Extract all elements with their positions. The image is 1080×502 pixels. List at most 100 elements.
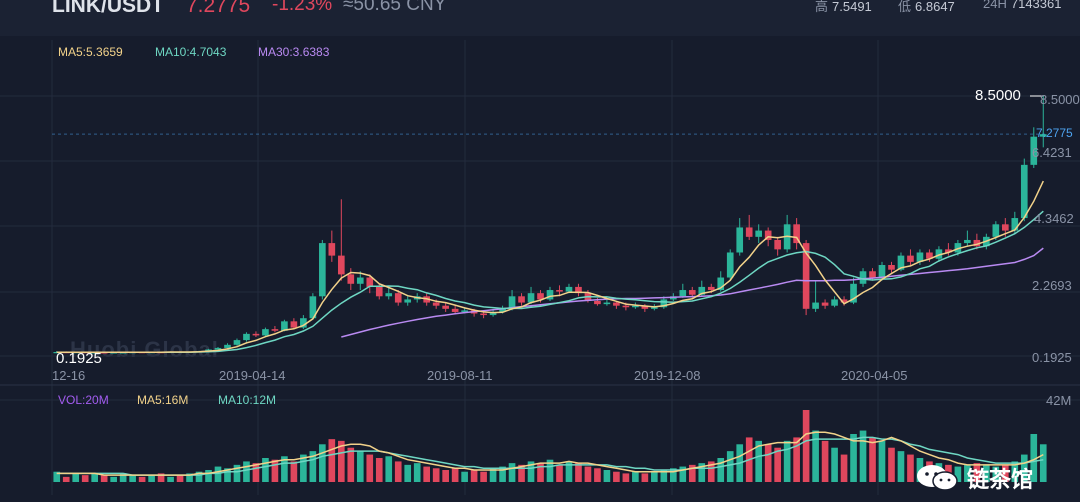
pair-title[interactable]: LINK/USDT xyxy=(52,0,164,17)
volume-bar xyxy=(100,475,108,482)
volume-bar xyxy=(499,466,506,482)
volume-bar xyxy=(992,466,1000,482)
volume-bar xyxy=(290,461,298,482)
volume-bar xyxy=(888,447,895,482)
change-percent: -1.23% xyxy=(272,0,333,15)
volume-bar xyxy=(53,471,61,482)
candle-body xyxy=(594,300,601,305)
candle-body xyxy=(707,286,715,291)
candle-body xyxy=(489,311,497,316)
volume-bar xyxy=(195,471,203,482)
candle-body xyxy=(660,299,668,308)
volume-bar xyxy=(385,456,393,482)
volume-bar xyxy=(831,447,838,482)
volume-bar xyxy=(1039,444,1047,482)
candle-body xyxy=(679,290,687,297)
volume-bar xyxy=(783,440,791,482)
volume-bar xyxy=(157,473,165,482)
candle-body xyxy=(812,302,819,309)
candle-body xyxy=(527,293,535,303)
candle-body xyxy=(281,321,288,331)
candle-body xyxy=(888,265,895,270)
candle-body xyxy=(698,286,706,295)
volume-24h-label: 24H xyxy=(983,0,1007,11)
watermark: Huobi Global xyxy=(70,337,219,362)
volume-bar xyxy=(176,475,184,482)
candle-body xyxy=(935,249,943,259)
volume-bar xyxy=(413,463,421,482)
volume-bar xyxy=(954,466,962,482)
volume-bar xyxy=(869,437,876,482)
volume-bar xyxy=(432,468,440,482)
candle-body xyxy=(755,230,763,237)
candle-body xyxy=(793,224,800,244)
ma5-line xyxy=(56,180,1044,354)
period-low-marker: 0.1925 xyxy=(56,350,102,367)
volume-bar xyxy=(622,473,630,482)
candle-body xyxy=(508,296,516,309)
candle-body xyxy=(233,340,241,345)
volume-bar xyxy=(641,473,649,482)
candle-body xyxy=(1011,218,1019,231)
low-label: 低 xyxy=(898,0,912,14)
candle-body xyxy=(499,308,506,312)
date-axis-label: 2019-08-11 xyxy=(427,368,493,383)
ma30-legend: MA30:3.6383 xyxy=(258,45,330,59)
volume-bar xyxy=(755,440,763,482)
candle-body xyxy=(632,305,639,308)
volume-bar xyxy=(309,451,317,482)
ma10-legend: MA10:4.7043 xyxy=(155,45,227,59)
low-stat: 低 6.8647 xyxy=(898,0,955,15)
volume-bar xyxy=(660,470,668,482)
volume-bar xyxy=(983,464,990,482)
price-axis-label: 6.4231 xyxy=(1032,145,1072,160)
date-axis-label: 2019-04-14 xyxy=(219,368,286,383)
volume-bar xyxy=(859,430,867,482)
date-axis-label: 2019-12-08 xyxy=(634,368,701,383)
candle-body xyxy=(726,252,734,278)
volume-24h-value: 7143361 xyxy=(1010,0,1062,11)
candle-body xyxy=(764,230,772,240)
volume-bar xyxy=(233,464,241,482)
candle-body xyxy=(432,302,440,306)
volume-bar xyxy=(81,475,89,482)
candle-body xyxy=(745,227,753,237)
volume-bar xyxy=(973,463,981,482)
candle-body xyxy=(622,305,630,308)
candle-body xyxy=(224,344,231,348)
volume-bar xyxy=(356,451,364,482)
volume-bar xyxy=(1020,454,1028,482)
candle-body xyxy=(945,249,952,253)
volume-bar xyxy=(328,439,336,482)
candle-body xyxy=(480,313,487,316)
candle-body xyxy=(404,299,412,303)
volume-bar xyxy=(442,470,449,482)
last-price: 7.2775 xyxy=(186,0,251,17)
volume-bar xyxy=(669,468,677,482)
candle-body xyxy=(926,252,933,259)
candle-body xyxy=(651,307,658,309)
high-value: 7.5491 xyxy=(832,0,872,14)
volume-bar xyxy=(243,461,250,482)
volume-bar xyxy=(793,437,800,482)
volume-bar xyxy=(186,473,193,482)
volume-bar xyxy=(72,473,80,482)
high-stat: 高 7.5491 xyxy=(815,0,872,15)
volume-bar xyxy=(300,454,307,482)
volume-bar xyxy=(62,476,70,482)
volume-bar xyxy=(764,444,772,482)
volume-bar xyxy=(812,430,819,482)
candle-body xyxy=(385,293,393,297)
volume-bar xyxy=(518,464,525,482)
candle-body xyxy=(916,252,924,262)
candle-body xyxy=(736,227,744,253)
candle-body xyxy=(1039,134,1047,137)
candle-body xyxy=(556,290,563,292)
candle-body xyxy=(214,347,222,350)
price-axis-label: 0.1925 xyxy=(1032,350,1072,365)
high-label: 高 xyxy=(815,0,829,14)
volume-bar xyxy=(840,454,848,482)
volume-bar xyxy=(907,454,914,482)
volume-bar xyxy=(394,461,402,482)
